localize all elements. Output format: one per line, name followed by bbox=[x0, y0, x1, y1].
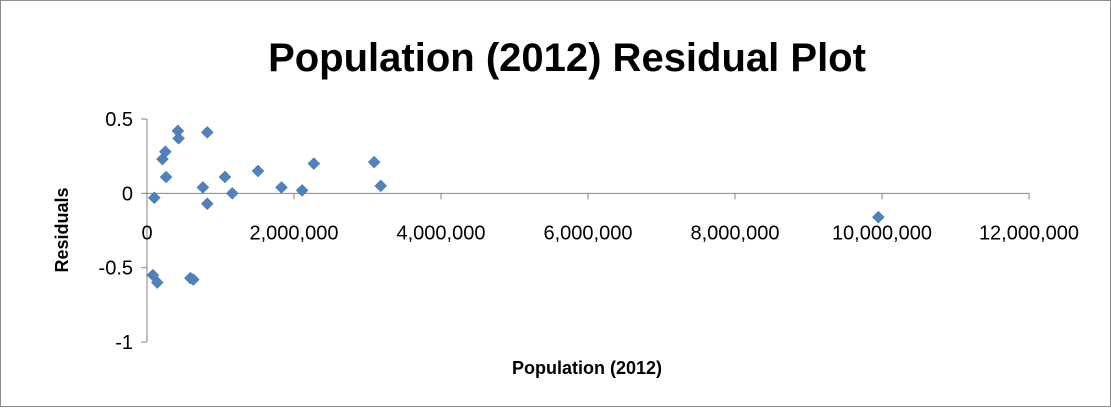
x-tick-label: 10,000,000 bbox=[832, 222, 932, 244]
data-point bbox=[871, 210, 885, 224]
data-point bbox=[186, 273, 200, 286]
data-point bbox=[150, 276, 164, 289]
x-axis-title: Population (2012) bbox=[512, 358, 662, 378]
data-point bbox=[200, 197, 214, 211]
data-point bbox=[374, 179, 388, 193]
x-tick-label: 8,000,000 bbox=[691, 222, 780, 244]
y-tick-label: -1 bbox=[115, 332, 133, 354]
y-tick-label: 0.5 bbox=[105, 109, 133, 131]
tick-labels: 0 2,000,000 4,000,000 6,000,000 8,000,000 10,… bbox=[99, 109, 1080, 354]
data-point bbox=[196, 181, 210, 194]
data-points bbox=[146, 124, 885, 289]
data-point bbox=[172, 131, 185, 145]
y-axis-title: Residuals bbox=[52, 187, 72, 272]
data-point bbox=[159, 145, 172, 159]
data-point bbox=[295, 184, 309, 197]
data-point bbox=[147, 191, 161, 205]
y-tick-label: 0 bbox=[122, 183, 133, 205]
x-tick-label: 2,000,000 bbox=[250, 222, 339, 244]
axes bbox=[141, 118, 1030, 343]
x-tick-label: 6,000,000 bbox=[544, 222, 633, 244]
data-point bbox=[251, 164, 265, 178]
x-tick-label: 4,000,000 bbox=[397, 222, 486, 244]
x-tick-label: 0 bbox=[141, 222, 152, 244]
chart-title: Population (2012) Residual Plot bbox=[268, 36, 866, 80]
x-tick-label: 12,000,000 bbox=[979, 222, 1079, 244]
data-point bbox=[307, 157, 321, 170]
data-point bbox=[200, 126, 214, 139]
data-point bbox=[218, 170, 232, 184]
data-point bbox=[367, 155, 381, 169]
data-point bbox=[225, 186, 239, 200]
data-point bbox=[275, 181, 288, 194]
data-point bbox=[159, 170, 173, 184]
y-tick-label: -0.5 bbox=[99, 258, 133, 280]
